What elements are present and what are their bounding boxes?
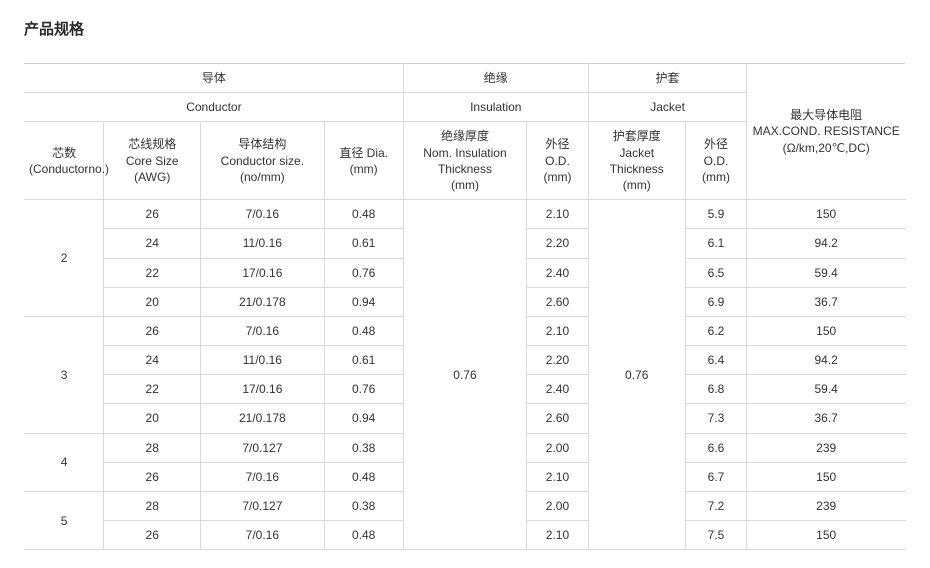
cell-conductor-size: 21/0.178: [201, 287, 324, 316]
cell-od-insul: 2.60: [527, 287, 589, 316]
cell-od-insul: 2.20: [527, 346, 589, 375]
cell-resistance: 239: [747, 433, 906, 462]
cell-awg: 20: [104, 287, 201, 316]
header-od-insul: 外径O.D.(mm): [527, 122, 589, 200]
header-resistance: 最大导体电阻MAX.COND. RESISTANCE(Ω/km,20℃,DC): [747, 64, 906, 200]
cell-awg: 24: [104, 229, 201, 258]
header-core-no: 芯数(Conductorno.): [25, 122, 104, 200]
cell-od-jacket: 7.5: [685, 521, 747, 550]
cell-od-insul: 2.40: [527, 375, 589, 404]
cell-conductor-size: 7/0.16: [201, 316, 324, 345]
header-group-jacket-cn: 护套: [588, 64, 747, 93]
cell-conductor-size: 21/0.178: [201, 404, 324, 433]
cell-conductor-size: 7/0.16: [201, 462, 324, 491]
cell-awg: 26: [104, 316, 201, 345]
cell-resistance: 36.7: [747, 404, 906, 433]
cell-awg: 26: [104, 200, 201, 229]
cell-dia: 0.48: [324, 200, 403, 229]
cell-conductor-size: 7/0.16: [201, 521, 324, 550]
cell-od-jacket: 6.1: [685, 229, 747, 258]
cell-awg: 22: [104, 258, 201, 287]
cell-od-insul: 2.00: [527, 433, 589, 462]
cell-dia: 0.76: [324, 258, 403, 287]
cell-dia: 0.61: [324, 346, 403, 375]
cell-resistance: 59.4: [747, 258, 906, 287]
cell-jacket-thick: 0.76: [588, 200, 685, 550]
cell-resistance: 94.2: [747, 346, 906, 375]
cell-od-insul: 2.10: [527, 521, 589, 550]
cell-dia: 0.94: [324, 404, 403, 433]
cell-awg: 26: [104, 521, 201, 550]
cell-conductor-size: 17/0.16: [201, 258, 324, 287]
cell-conductor-size: 7/0.16: [201, 200, 324, 229]
header-insul-thick: 绝缘厚度Nom. InsulationThickness(mm): [403, 122, 526, 200]
cell-resistance: 150: [747, 462, 906, 491]
spec-table-head: 导体 绝缘 护套 最大导体电阻MAX.COND. RESISTANCE(Ω/km…: [25, 64, 906, 200]
spec-table-body: 2267/0.160.480.762.100.765.91502411/0.16…: [25, 200, 906, 550]
cell-insul-thick: 0.76: [403, 200, 526, 550]
cell-dia: 0.61: [324, 229, 403, 258]
cell-awg: 22: [104, 375, 201, 404]
cell-awg: 28: [104, 492, 201, 521]
cell-core-no: 3: [25, 316, 104, 433]
cell-dia: 0.94: [324, 287, 403, 316]
header-group-conductor-en: Conductor: [25, 93, 404, 122]
cell-od-jacket: 6.6: [685, 433, 747, 462]
cell-od-insul: 2.00: [527, 492, 589, 521]
header-awg: 芯线规格Core Size(AWG): [104, 122, 201, 200]
header-group-jacket-en: Jacket: [588, 93, 747, 122]
cell-od-insul: 2.10: [527, 462, 589, 491]
cell-dia: 0.48: [324, 316, 403, 345]
cell-od-insul: 2.10: [527, 200, 589, 229]
cell-od-jacket: 6.4: [685, 346, 747, 375]
cell-od-jacket: 6.8: [685, 375, 747, 404]
cell-awg: 20: [104, 404, 201, 433]
cell-conductor-size: 7/0.127: [201, 433, 324, 462]
cell-od-jacket: 6.2: [685, 316, 747, 345]
cell-awg: 24: [104, 346, 201, 375]
cell-od-jacket: 6.5: [685, 258, 747, 287]
header-od-jacket: 外径O.D.(mm): [685, 122, 747, 200]
cell-od-insul: 2.60: [527, 404, 589, 433]
cell-conductor-size: 11/0.16: [201, 346, 324, 375]
header-group-conductor-cn: 导体: [25, 64, 404, 93]
cell-core-no: 2: [25, 200, 104, 317]
cell-conductor-size: 7/0.127: [201, 492, 324, 521]
cell-awg: 28: [104, 433, 201, 462]
cell-od-jacket: 6.7: [685, 462, 747, 491]
header-conductor-size: 导体结构Conductor size.(no/mm): [201, 122, 324, 200]
cell-resistance: 150: [747, 200, 906, 229]
page-title: 产品规格: [24, 18, 906, 39]
cell-dia: 0.38: [324, 492, 403, 521]
header-dia: 直径 Dia.(mm): [324, 122, 403, 200]
cell-resistance: 150: [747, 521, 906, 550]
cell-resistance: 94.2: [747, 229, 906, 258]
cell-od-insul: 2.20: [527, 229, 589, 258]
header-group-insulation-cn: 绝缘: [403, 64, 588, 93]
header-jacket-thick: 护套厚度JacketThickness(mm): [588, 122, 685, 200]
cell-dia: 0.48: [324, 521, 403, 550]
cell-resistance: 59.4: [747, 375, 906, 404]
cell-od-jacket: 7.3: [685, 404, 747, 433]
cell-core-no: 5: [25, 492, 104, 550]
cell-dia: 0.76: [324, 375, 403, 404]
spec-table: 导体 绝缘 护套 最大导体电阻MAX.COND. RESISTANCE(Ω/km…: [24, 63, 906, 550]
cell-od-jacket: 6.9: [685, 287, 747, 316]
cell-conductor-size: 17/0.16: [201, 375, 324, 404]
cell-od-insul: 2.10: [527, 316, 589, 345]
header-group-insulation-en: Insulation: [403, 93, 588, 122]
cell-dia: 0.38: [324, 433, 403, 462]
cell-resistance: 150: [747, 316, 906, 345]
cell-od-jacket: 7.2: [685, 492, 747, 521]
cell-awg: 26: [104, 462, 201, 491]
cell-resistance: 239: [747, 492, 906, 521]
cell-od-insul: 2.40: [527, 258, 589, 287]
cell-conductor-size: 11/0.16: [201, 229, 324, 258]
cell-od-jacket: 5.9: [685, 200, 747, 229]
cell-dia: 0.48: [324, 462, 403, 491]
table-row: 2267/0.160.480.762.100.765.9150: [25, 200, 906, 229]
cell-core-no: 4: [25, 433, 104, 491]
cell-resistance: 36.7: [747, 287, 906, 316]
